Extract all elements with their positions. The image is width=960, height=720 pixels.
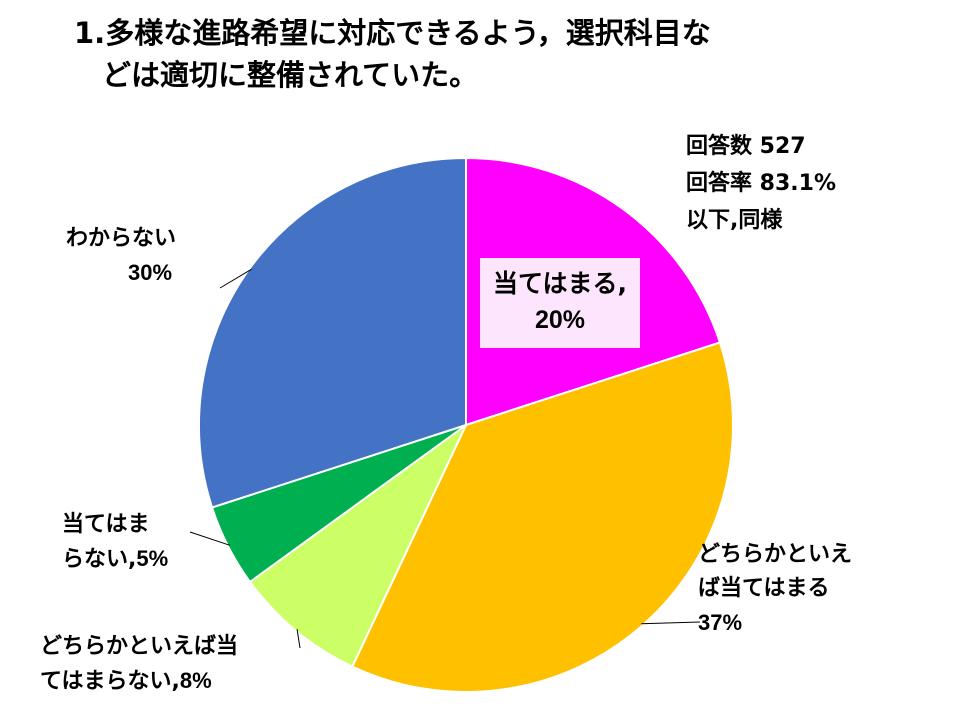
leader-line-3 (189, 531, 231, 546)
chart-title-line1: 1.多様な進路希望に対応できるよう，選択科目な (74, 16, 711, 50)
respondent-count: 回答数 527 (686, 134, 806, 159)
slice-label-4-pct: 30% (127, 260, 173, 285)
leader-line-1 (641, 621, 701, 625)
pie-slices (198, 156, 734, 693)
slice-label-3-line1: 当てはま (62, 512, 150, 537)
slice-label-1-line1: どちらかといえ (698, 542, 853, 567)
leader-line-4 (219, 268, 252, 289)
slice-label-3-pct: 5% (136, 546, 169, 571)
slice-label-2-line2: てはまらない, (40, 669, 180, 694)
slice-label-3-line2: らない, (62, 547, 137, 572)
response-stats: 回答数 527 回答率 83.1% 以下,同様 (686, 128, 836, 239)
response-rate: 回答率 83.1% (686, 171, 836, 196)
slice-label-1: どちらかといえ ば当てはまる 37% (698, 538, 852, 640)
pie-slice-2 (248, 424, 467, 668)
chart-title: 1.多様な進路希望に対応できるよう，選択科目な どは適切に整備されていた。 (74, 12, 934, 96)
same-below-note: 以下,同様 (686, 208, 783, 233)
slice-label-2-pct: 8% (179, 668, 212, 693)
pie-slice-4 (198, 156, 467, 509)
leader-line-2 (296, 629, 301, 649)
slice-label-0: 当てはまる, 20% (480, 258, 640, 348)
slice-label-0-pct: 20% (534, 306, 586, 334)
slice-label-1-line2: ば当てはまる (698, 576, 830, 601)
slice-label-0-name: 当てはまる, (493, 269, 627, 298)
slice-label-3: 当てはま らない,5% (62, 508, 168, 577)
slice-label-2-line1: どちらかといえば当 (40, 634, 239, 659)
slice-label-1-pct: 37% (698, 610, 743, 635)
chart-title-line2: どは適切に整備されていた。 (102, 58, 479, 92)
slice-label-4-line1: わからない (66, 226, 177, 251)
pie-slice-1 (350, 341, 734, 693)
leader-lines (189, 268, 701, 649)
slice-label-4: わからない 30% (66, 222, 176, 290)
slice-label-2: どちらかといえば当 てはまらない,8% (40, 630, 238, 699)
